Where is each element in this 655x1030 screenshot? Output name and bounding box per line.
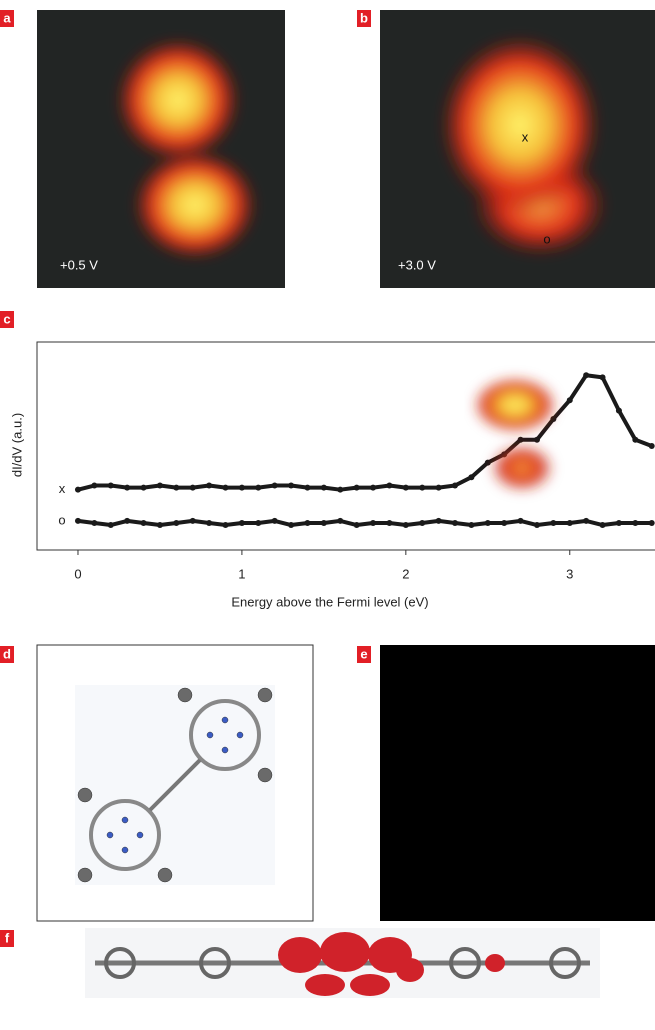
data-point: [173, 485, 179, 491]
data-point: [403, 522, 409, 528]
data-point: [452, 483, 458, 489]
data-point: [255, 485, 261, 491]
data-point: [370, 520, 376, 526]
chart: Energy above the Fermi level (eV) dI/dV …: [9, 342, 655, 609]
data-point: [157, 483, 163, 489]
figure: a +0.5 V b x o +3.0 V c Energy above the…: [0, 0, 655, 1025]
point-marker: o: [543, 231, 550, 246]
data-point: [223, 485, 229, 491]
plot-frame: [37, 342, 655, 550]
x-tick-label: 2: [402, 566, 409, 581]
data-point: [386, 483, 392, 489]
x-axis-label: Energy above the Fermi level (eV): [231, 594, 428, 609]
data-point: [75, 487, 81, 493]
data-point: [649, 520, 655, 526]
data-point: [354, 522, 360, 528]
data-point: [239, 520, 245, 526]
series-label: x: [59, 481, 66, 496]
orbital-blob: [473, 377, 557, 492]
data-point: [567, 397, 573, 403]
data-line: [78, 521, 652, 525]
data-point: [91, 520, 97, 526]
data-point: [583, 518, 589, 524]
panel-label: a: [3, 10, 11, 25]
data-point: [206, 520, 212, 526]
panel-label: c: [3, 311, 10, 326]
data-line: [78, 375, 652, 489]
data-point: [550, 520, 556, 526]
data-point: [632, 520, 638, 526]
panel-label: b: [360, 10, 368, 25]
data-point: [124, 518, 130, 524]
data-point: [190, 485, 196, 491]
data-point: [600, 374, 606, 380]
data-point: [141, 485, 147, 491]
data-point: [255, 520, 261, 526]
data-point: [567, 520, 573, 526]
data-point: [468, 522, 474, 528]
data-point: [272, 518, 278, 524]
x-tick-label: 1: [238, 566, 245, 581]
data-point: [206, 483, 212, 489]
data-point: [616, 408, 622, 414]
data-point: [173, 520, 179, 526]
data-point: [304, 520, 310, 526]
data-point: [468, 474, 474, 480]
data-point: [288, 522, 294, 528]
data-point: [288, 483, 294, 489]
data-point: [321, 520, 327, 526]
data-point: [124, 485, 130, 491]
data-point: [190, 518, 196, 524]
data-point: [321, 485, 327, 491]
bias-label: +3.0 V: [398, 257, 436, 272]
data-point: [534, 522, 540, 528]
data-point: [337, 518, 343, 524]
simulated-image: [380, 645, 655, 921]
bias-label: +0.5 V: [60, 257, 98, 272]
data-point: [632, 437, 638, 443]
panel-label: e: [360, 646, 367, 661]
data-point: [386, 520, 392, 526]
data-point: [485, 520, 491, 526]
data-point: [600, 522, 606, 528]
data-point: [403, 485, 409, 491]
data-point: [354, 485, 360, 491]
point-marker: x: [522, 129, 529, 144]
data-point: [534, 437, 540, 443]
data-point: [436, 518, 442, 524]
data-point: [616, 520, 622, 526]
data-point: [75, 518, 81, 524]
data-point: [157, 522, 163, 528]
data-point: [583, 372, 589, 378]
y-axis-label: dI/dV (a.u.): [9, 413, 24, 477]
data-point: [485, 460, 491, 466]
data-point: [239, 485, 245, 491]
data-point: [419, 520, 425, 526]
data-point: [452, 520, 458, 526]
data-point: [304, 485, 310, 491]
data-point: [370, 485, 376, 491]
data-point: [501, 520, 507, 526]
panel-label: d: [3, 646, 11, 661]
data-point: [419, 485, 425, 491]
data-point: [518, 518, 524, 524]
data-point: [649, 443, 655, 449]
data-point: [141, 520, 147, 526]
data-point: [108, 522, 114, 528]
data-point: [223, 522, 229, 528]
x-tick-label: 0: [74, 566, 81, 581]
data-point: [272, 483, 278, 489]
data-point: [436, 485, 442, 491]
data-point: [91, 483, 97, 489]
data-point: [108, 483, 114, 489]
panel-label: f: [5, 930, 10, 945]
data-point: [337, 487, 343, 493]
x-tick-label: 3: [566, 566, 573, 581]
data-point: [518, 437, 524, 443]
series-label: o: [58, 512, 65, 527]
